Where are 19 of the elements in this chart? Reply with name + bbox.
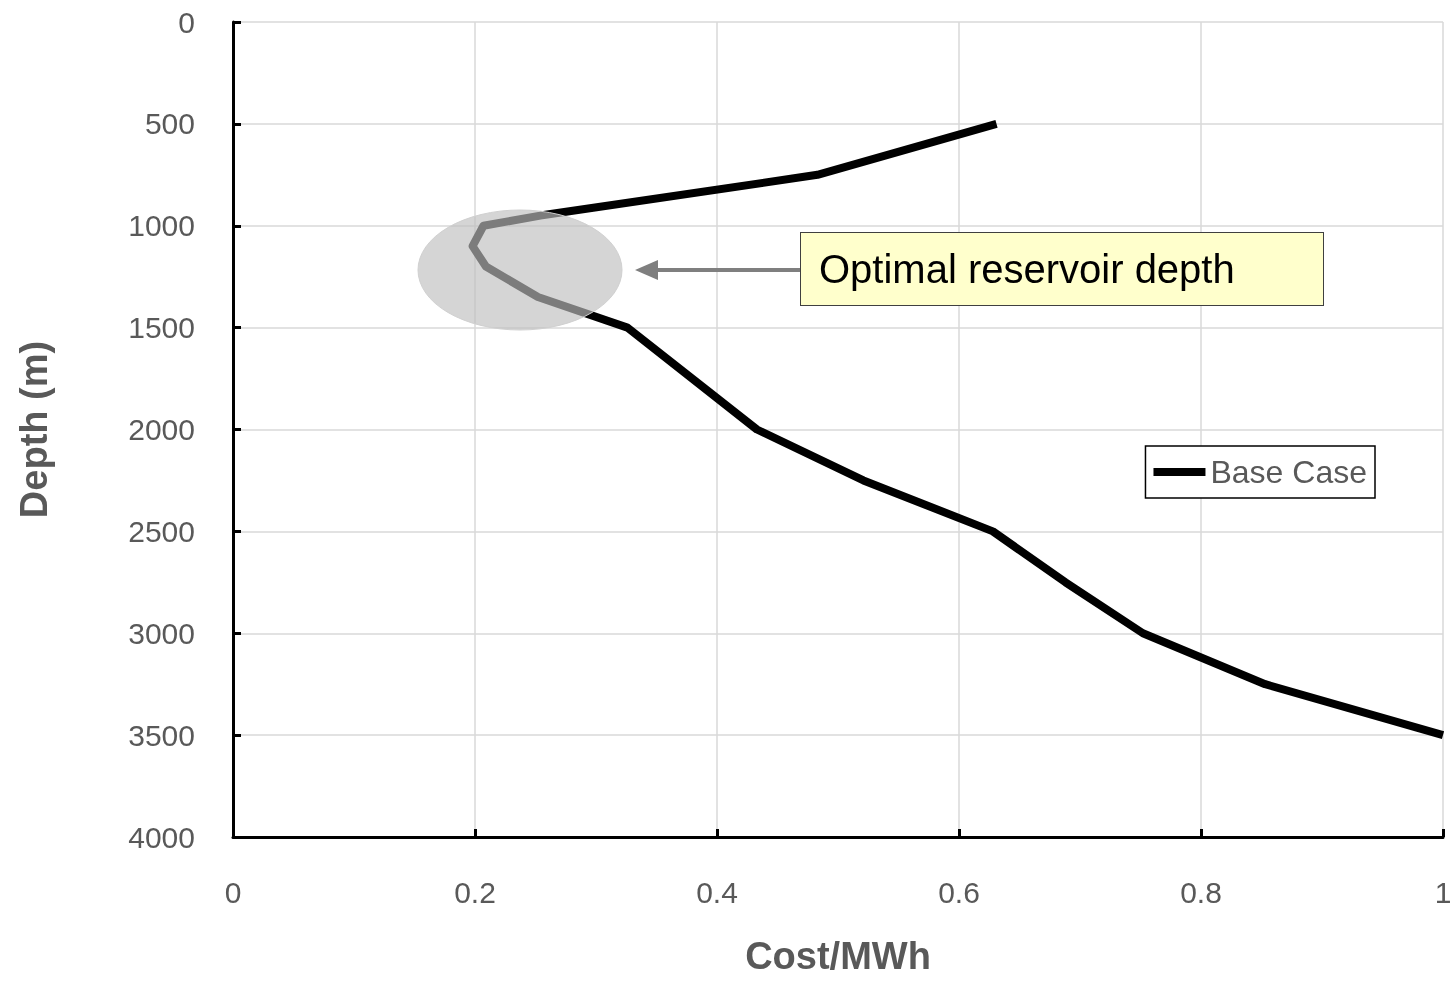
x-axis-title: Cost/MWh — [745, 935, 931, 977]
y-tick-label: 3500 — [128, 718, 195, 752]
y-tick-label: 2500 — [128, 514, 195, 548]
y-tick-label: 1000 — [128, 209, 195, 243]
x-tick-label: 0.6 — [938, 875, 980, 909]
legend-label: Base Case — [1210, 454, 1367, 490]
y-tick-label: 4000 — [128, 820, 195, 854]
x-tick-label: 0 — [224, 875, 242, 909]
y-tick-label: 0 — [178, 5, 195, 39]
x-tick-label: 0.8 — [1180, 875, 1222, 909]
annotation: Optimal reservoir depth — [800, 232, 1324, 306]
y-tick-label: 3000 — [128, 616, 195, 650]
x-tick-label: 0.2 — [454, 875, 496, 909]
y-tick-label: 1500 — [128, 311, 195, 345]
x-tick-label: 0.4 — [696, 875, 738, 909]
y-tick-label: 500 — [144, 107, 195, 141]
y-tick-label: 2000 — [128, 413, 195, 446]
y-axis-title: Depth (m) — [13, 340, 55, 519]
x-tick-label: 1 — [1434, 875, 1452, 909]
